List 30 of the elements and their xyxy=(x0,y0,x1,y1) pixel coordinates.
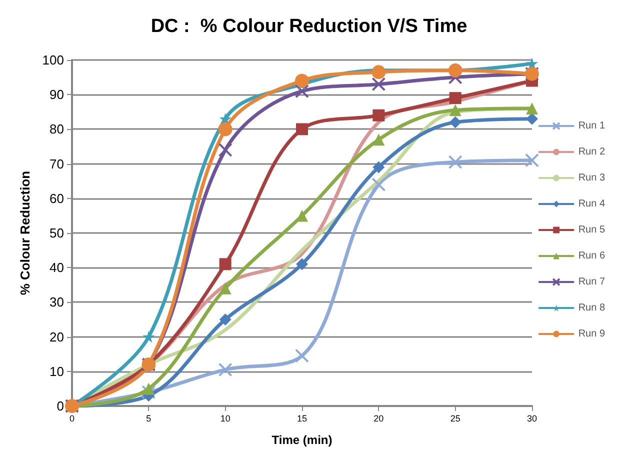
x-tick-label: 5 xyxy=(146,414,152,424)
y-tick-label: 20 xyxy=(50,329,64,344)
legend-label: Run 9 xyxy=(578,328,606,340)
y-tick-label: 0 xyxy=(56,398,64,414)
x-tick-label: 25 xyxy=(450,414,460,424)
y-tick-label: 60 xyxy=(50,190,64,206)
x-tick-label: 10 xyxy=(220,414,230,424)
y-tick-label: 50 xyxy=(50,226,64,240)
y-tick-label: 80 xyxy=(50,122,64,137)
legend-label: Run 5 xyxy=(578,224,606,236)
y-tick-label: 70 xyxy=(50,156,64,172)
legend-label: Run 6 xyxy=(578,250,606,262)
y-axis-title: % Colour Reduction xyxy=(17,170,32,296)
x-tick-label: 20 xyxy=(374,414,384,424)
legend-label: Run 3 xyxy=(578,172,606,184)
y-tick-label: 90 xyxy=(50,87,64,102)
legend-label: Run 4 xyxy=(578,198,606,210)
x-tick-label: 0 xyxy=(69,414,75,424)
y-tick-label: 40 xyxy=(50,260,64,276)
y-tick-label: 30 xyxy=(50,294,64,310)
legend-label: Run 8 xyxy=(578,302,606,314)
chart-title: DC : % Colour Reduction V/S Time xyxy=(150,16,468,37)
y-tick-label: 100 xyxy=(42,52,64,68)
x-tick-label: 15 xyxy=(296,414,308,424)
legend-label: Run 2 xyxy=(578,146,606,158)
x-tick-label: 30 xyxy=(526,414,538,424)
x-axis-title: Time (min) xyxy=(272,433,332,447)
y-tick-label: 10 xyxy=(50,364,64,379)
legend-label: Run 1 xyxy=(578,120,606,132)
legend-label: Run 7 xyxy=(578,276,606,288)
